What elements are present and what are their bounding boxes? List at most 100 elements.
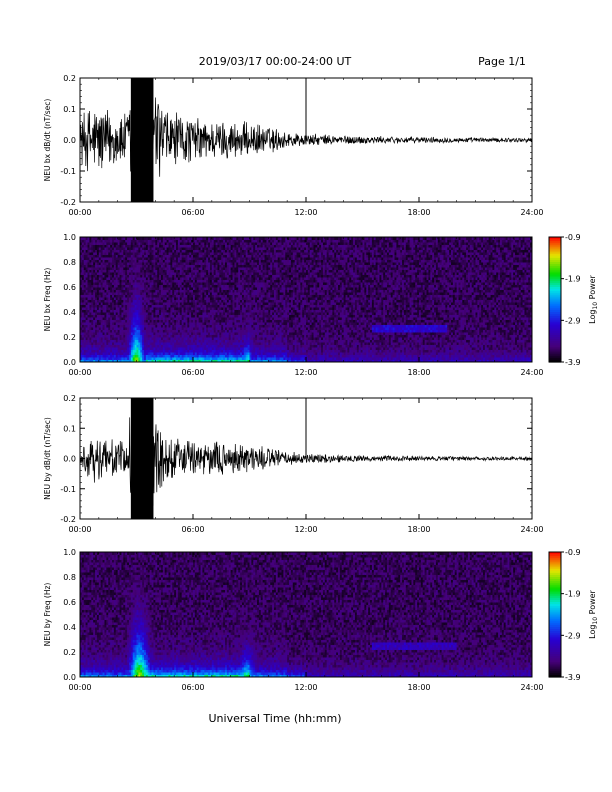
power-cell (87, 249, 90, 253)
power-cell (136, 344, 139, 348)
power-cell (136, 239, 139, 243)
power-cell (223, 344, 226, 348)
power-cell (206, 347, 209, 350)
power-cell (110, 249, 113, 253)
power-cell (130, 254, 134, 258)
power-cell (191, 319, 194, 323)
power-cell (196, 244, 200, 248)
power-cell (209, 289, 213, 293)
power-cell (176, 324, 179, 328)
power-cell (153, 309, 156, 313)
power-cell (183, 307, 186, 310)
power-cell (226, 344, 230, 348)
power-cell (112, 327, 115, 330)
power-cell (183, 269, 186, 273)
power-cell (211, 239, 215, 243)
power-cell (215, 324, 218, 328)
power-cell (217, 252, 220, 255)
power-cell (85, 339, 89, 343)
power-cell (159, 317, 162, 320)
power-cell (219, 339, 222, 343)
power-cell (204, 237, 207, 240)
power-cell (185, 314, 188, 318)
power-cell (144, 282, 147, 285)
power-cell (104, 314, 107, 318)
power-cell (172, 274, 175, 278)
power-cell (228, 337, 232, 340)
power-cell (170, 319, 173, 323)
power-cell (241, 237, 245, 240)
power-cell (204, 264, 207, 268)
power-cell (100, 324, 104, 328)
power-cell (219, 297, 222, 300)
power-cell (217, 249, 220, 253)
power-cell (112, 279, 115, 283)
power-cell (119, 254, 122, 258)
power-cell (168, 339, 171, 343)
power-cell (108, 277, 111, 280)
power-cell (223, 284, 226, 288)
power-cell (245, 359, 249, 362)
power-cell (87, 269, 90, 273)
power-cell (83, 342, 87, 345)
power-cell (83, 267, 87, 270)
power-cell (232, 344, 235, 348)
power-cell (104, 339, 107, 343)
power-cell (91, 239, 94, 243)
power-cell (80, 269, 83, 273)
power-cell (181, 279, 185, 283)
power-cell (117, 312, 121, 315)
power-cell (132, 347, 136, 350)
power-cell (172, 332, 175, 335)
power-cell (144, 254, 147, 258)
power-cell (179, 272, 183, 275)
power-cell (160, 297, 164, 300)
power-cell (213, 282, 217, 285)
power-cell (177, 279, 181, 283)
power-cell (166, 312, 170, 315)
power-cell (110, 264, 113, 268)
power-cell (177, 354, 181, 358)
power-cell (217, 257, 220, 260)
power-cell (91, 349, 94, 353)
power-cell (80, 297, 83, 300)
power-cell (159, 349, 162, 353)
power-cell (89, 342, 92, 345)
power-cell (117, 282, 121, 285)
power-cell (177, 249, 181, 253)
power-cell (226, 314, 230, 318)
power-cell (247, 324, 250, 328)
power-cell (115, 322, 119, 325)
power-cell (96, 349, 100, 353)
power-cell (119, 279, 122, 283)
power-cell (228, 292, 232, 295)
power-cell (80, 342, 83, 345)
power-cell (202, 307, 205, 310)
power-cell (247, 272, 250, 275)
power-cell (142, 327, 145, 330)
power-cell (208, 292, 211, 295)
power-cell (228, 287, 232, 290)
power-cell (128, 337, 132, 340)
power-cell (134, 327, 137, 330)
power-cell (215, 314, 218, 318)
power-cell (91, 272, 94, 275)
power-cell (213, 289, 217, 293)
power-cell (209, 317, 213, 320)
power-cell (159, 339, 162, 343)
power-cell (211, 342, 215, 345)
power-cell (85, 257, 89, 260)
power-cell (160, 252, 164, 255)
power-cell (145, 329, 149, 333)
power-cell (157, 289, 160, 293)
power-cell (225, 287, 228, 290)
power-cell (241, 349, 245, 353)
power-cell (177, 277, 181, 280)
power-cell (159, 237, 162, 240)
power-cell (153, 252, 156, 255)
power-cell (102, 347, 105, 350)
power-cell (108, 267, 111, 270)
power-cell (196, 292, 200, 295)
power-cell (181, 297, 185, 300)
power-cell (183, 297, 186, 300)
